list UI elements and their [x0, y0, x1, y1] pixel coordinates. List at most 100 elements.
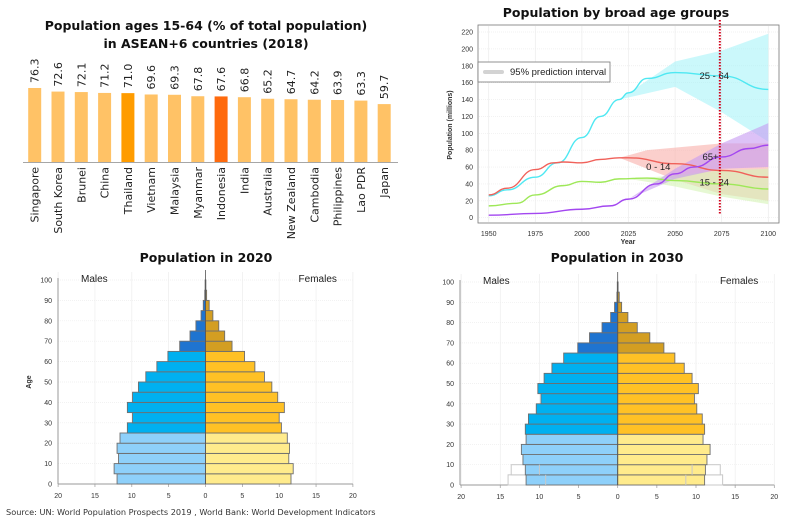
- pyramid-bar-male-15-19: [116, 442, 206, 454]
- bar-value-label: 76.3: [29, 58, 42, 83]
- line-chart-ylabel: Population (millions): [447, 90, 454, 159]
- pyramid-xtick: 15: [731, 494, 739, 501]
- pyramid-bar-male-15-19: [520, 443, 619, 455]
- bar-australia: [261, 98, 275, 162]
- bar-malaysia: [168, 94, 181, 162]
- bar-value-label: 71.2: [99, 63, 112, 88]
- line-chart-ytick: 100: [461, 131, 473, 138]
- pyramid-bar-female-70-74: [617, 332, 651, 344]
- pyramid-xtick: 5: [167, 493, 171, 500]
- pyramid-2020: Population in 2020 010203040506070809010…: [26, 250, 357, 500]
- males-label: Males: [81, 274, 108, 285]
- bar-myanmar: [191, 96, 205, 162]
- bar-category-label: India: [238, 167, 251, 194]
- line-chart-ytick: 20: [465, 198, 473, 205]
- bar-category-label: Indonesia: [215, 167, 228, 220]
- bar-indonesia: [214, 96, 228, 162]
- bar-cambodia: [307, 99, 321, 162]
- pyramid-bar-male-10-14: [522, 454, 619, 466]
- pyramid-ytick: 90: [44, 298, 52, 305]
- pyramid-bar-male-65-69: [577, 342, 619, 354]
- bar-value-label: 71.0: [122, 64, 135, 89]
- series-line-65: [488, 144, 769, 216]
- bar-category-label: Philippines: [332, 167, 345, 227]
- pyramid-bar-female-55-59: [205, 361, 256, 373]
- pyramid-bar-female-85-89: [617, 301, 623, 313]
- pyramid-bar-female-50-54: [617, 372, 693, 384]
- bar-value-label: 63.9: [332, 71, 345, 96]
- pyramid-bar-male-70-74: [589, 332, 619, 344]
- line-chart-ytick: 0: [469, 215, 473, 222]
- pyramid-bar-male-30-34: [527, 413, 619, 425]
- legend-label: 95% prediction interval: [510, 67, 606, 78]
- bar-category-label: China: [99, 167, 112, 198]
- pyramid-bar-male-75-79: [195, 320, 206, 332]
- pyramid-bar-male-55-59: [551, 362, 619, 374]
- pyramid-bar-female-85-89: [205, 299, 210, 312]
- series-line-15-24: [488, 177, 769, 207]
- bar-philippines: [331, 100, 345, 162]
- line-chart-xlabel: Year: [621, 239, 636, 246]
- pyramid-bar-male-40-44: [132, 391, 206, 403]
- bar-value-label: 66.8: [238, 68, 251, 93]
- bar-value-label: 64.7: [285, 70, 298, 95]
- pyramid-bar-male-55-59: [156, 361, 206, 373]
- line-chart-xtick: 2050: [667, 231, 683, 238]
- pyramid-bar-female-60-64: [617, 352, 676, 364]
- series-label: 0 - 14: [646, 162, 670, 173]
- bar-new-zealand: [284, 99, 298, 162]
- line-chart-ytick: 200: [461, 46, 473, 53]
- pyramid-xtick: 20: [54, 493, 62, 500]
- bar-chart-title-line-2: in ASEAN+6 countries (2018): [103, 36, 308, 51]
- pyramid-bar-male-75-79: [601, 322, 619, 334]
- pyramid-bar-female-10-14: [617, 454, 708, 466]
- pyramid-ytick: 80: [44, 318, 52, 325]
- pyramid-bar-female-70-74: [205, 330, 226, 342]
- pyramid-bar-female-0-4: [205, 473, 292, 485]
- pyramid-bar-male-25-29: [524, 423, 619, 435]
- line-chart-xtick: 1950: [481, 231, 497, 238]
- bar-category-label: Lao PDR: [355, 167, 368, 213]
- pyramid-xtick: 10: [128, 493, 136, 500]
- pyramid-ytick: 40: [44, 400, 52, 407]
- pyramid-xtick: 5: [240, 493, 244, 500]
- bar-value-label: 69.6: [145, 65, 158, 90]
- series-line-25-64: [488, 71, 769, 197]
- females-label: Females: [720, 276, 758, 287]
- pyramid-bar-male-0-4: [116, 473, 206, 485]
- pyramid-ytick: 60: [446, 361, 454, 368]
- pyramid-bar-male-0-4: [525, 474, 619, 486]
- pyramid-ytick: 90: [446, 300, 454, 307]
- pyramid-ytick: 50: [446, 381, 454, 388]
- bar-value-label: 67.8: [192, 67, 205, 92]
- bar-category-label: Cambodia: [308, 167, 321, 223]
- pyramid-bar-male-60-64: [563, 352, 619, 364]
- pyramid-xtick: 10: [536, 494, 544, 501]
- pyramid-bar-male-5-9: [113, 463, 206, 475]
- pyramid-bar-male-20-24: [525, 433, 619, 445]
- age-groups-line-chart: Population by broad age groups 25 - 64 0 …: [447, 5, 780, 246]
- line-chart-xtick: 2000: [574, 231, 590, 238]
- pyramid-2020-title: Population in 2020: [140, 250, 273, 265]
- pyramid-bar-female-80-84: [205, 310, 214, 322]
- bar-category-label: Brunei: [75, 167, 88, 203]
- pyramid-xtick: 5: [655, 494, 659, 501]
- pyramid-bar-male-10-14: [118, 452, 206, 465]
- pyramid-bar-male-65-69: [179, 340, 206, 352]
- bar-category-label: Malaysia: [169, 167, 182, 215]
- series-line-0-14: [488, 157, 769, 196]
- bar-singapore: [28, 87, 42, 162]
- pyramid-ytick: 20: [44, 441, 52, 448]
- line-chart-xtick: 1975: [528, 231, 544, 238]
- line-chart-xtick: 2025: [621, 231, 637, 238]
- pyramid-xtick: 10: [692, 494, 700, 501]
- pyramid-bar-male-85-89: [614, 301, 619, 313]
- pyramid-bar-female-5-9: [205, 463, 294, 475]
- pyramid-bar-female-15-19: [617, 443, 711, 455]
- pyramid-bar-male-45-49: [537, 383, 619, 395]
- pyramid-xtick: 20: [457, 494, 465, 501]
- pyramid-bar-female-30-34: [617, 413, 703, 425]
- pyramid-age-axis-label: Age: [26, 375, 33, 388]
- pyramid-bar-female-25-29: [205, 422, 282, 434]
